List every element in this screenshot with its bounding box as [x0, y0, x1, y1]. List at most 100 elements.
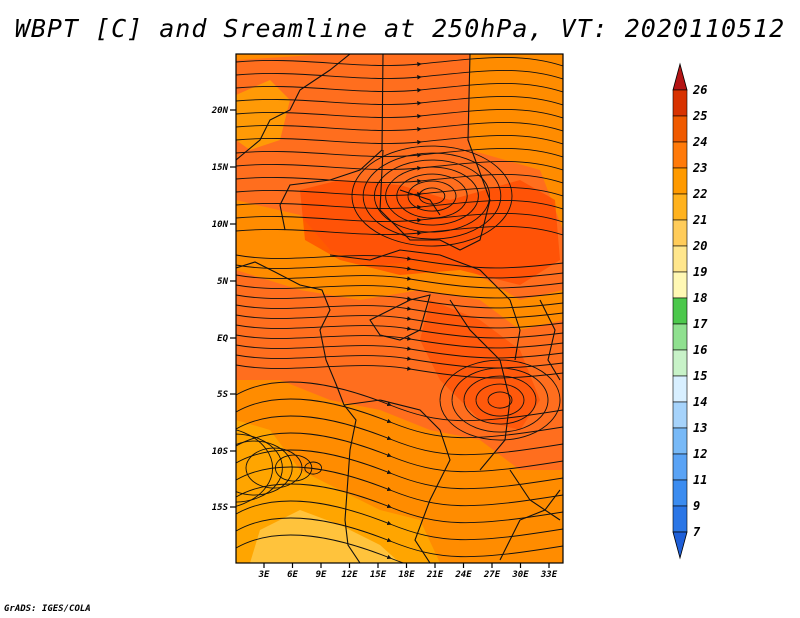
colorbar-label: 13 — [693, 421, 707, 435]
colorbar-label: 14 — [693, 395, 707, 409]
lat-tick-label: 5N — [217, 277, 228, 287]
streamline — [407, 180, 457, 212]
streamline — [236, 225, 563, 236]
lat-tick-label: 15N — [212, 163, 229, 173]
latitude-ticks: 20N 15N 10N 5N EQ 5S 10S 15S — [211, 106, 236, 513]
streamline — [236, 433, 283, 503]
field-band-20 — [250, 510, 400, 563]
colorbar-segment — [672, 427, 688, 455]
lon-tick-label: 30E — [511, 570, 529, 580]
colorbar-label: 11 — [693, 473, 707, 487]
lon-tick-label: 12E — [341, 570, 358, 580]
streamline — [236, 212, 563, 223]
map-frame — [235, 53, 564, 564]
lon-tick-label: 9E — [316, 570, 327, 580]
streamline — [236, 432, 563, 473]
streamline — [236, 324, 563, 339]
streamline — [236, 173, 563, 184]
streamline — [236, 294, 563, 309]
colorbar-label: 23 — [692, 161, 707, 175]
colorbar-segment — [672, 401, 688, 429]
streamline — [236, 108, 563, 119]
colorbar-segment — [672, 167, 688, 195]
colorbar-label: 21 — [692, 213, 707, 227]
streamline — [236, 121, 563, 132]
streamline — [439, 359, 561, 441]
streamline — [487, 391, 513, 409]
lat-tick-label: EQ — [217, 334, 228, 344]
streamline — [236, 274, 563, 289]
streamline — [236, 500, 563, 541]
colorbar-label: 26 — [692, 83, 707, 97]
lat-tick-label: 10S — [212, 447, 229, 457]
colorbar-label: 24 — [692, 135, 707, 149]
country-borders — [236, 54, 561, 563]
colorbar-segment — [672, 297, 688, 325]
colorbar: 26 25 24 23 22 21 20 19 18 17 16 15 14 13 12 11 9 7 — [672, 62, 708, 560]
streamline — [236, 534, 563, 563]
colorbar-segment — [672, 323, 688, 351]
field-band-21b — [236, 80, 290, 150]
streamline — [236, 56, 563, 67]
map-title: WBPT [C] and Sreamline at 250hPa, VT: 20… — [14, 14, 786, 43]
colorbar-label: 17 — [693, 317, 708, 331]
colorbar-segment — [672, 505, 688, 533]
streamline — [236, 304, 563, 319]
colorbar-label: 9 — [693, 499, 700, 513]
streamline — [236, 82, 563, 93]
streamline — [475, 383, 525, 417]
colorbar-segment — [672, 219, 688, 247]
colorbar-label: 15 — [693, 369, 707, 383]
streamline — [236, 429, 274, 507]
colorbar-max-arrow — [672, 62, 688, 91]
lat-tick-label: 20N — [211, 106, 229, 116]
longitude-ticks: 3E 6E 9E 12E 15E 18E 21E 24E 27E 30E 33E — [258, 563, 558, 580]
colorbar-segment — [672, 479, 688, 507]
colorbar-label: 20 — [692, 239, 707, 253]
streamline — [236, 69, 563, 80]
colorbar-segment — [672, 375, 688, 403]
colorbar-segment — [672, 193, 688, 221]
colorbar-segment — [672, 141, 688, 169]
colorbar-label: 22 — [692, 187, 707, 201]
streamline — [451, 367, 549, 433]
streamline — [463, 375, 537, 425]
lon-tick-label: 24E — [454, 570, 472, 580]
streamline — [418, 187, 446, 205]
colorbar-label: 7 — [693, 525, 701, 539]
colorbar-segment — [672, 453, 688, 481]
colorbar-segment — [672, 245, 688, 273]
colorbar-segment — [672, 115, 688, 143]
colorbar-label: 25 — [692, 109, 707, 123]
streamlines — [236, 56, 563, 563]
lon-tick-label: 3E — [258, 570, 270, 580]
streamline — [236, 440, 293, 496]
colorbar-label: 12 — [693, 447, 707, 461]
lon-tick-label: 21E — [426, 570, 444, 580]
streamline — [236, 354, 563, 369]
streamline — [236, 95, 563, 106]
colorbar-segment — [672, 349, 688, 377]
colorbar-label: 19 — [693, 265, 707, 279]
streamline — [396, 173, 468, 219]
streamline — [236, 381, 563, 422]
streamline — [351, 145, 513, 247]
colorbar-label: 16 — [693, 343, 707, 357]
lon-tick-label: 15E — [370, 570, 387, 580]
streamline — [304, 461, 323, 475]
colorbar-segment — [672, 271, 688, 299]
streamline — [236, 134, 563, 145]
colorbar-segment — [672, 89, 688, 117]
lon-tick-label: 18E — [398, 570, 415, 580]
streamline — [236, 398, 563, 439]
streamline — [236, 314, 563, 329]
streamline — [236, 517, 563, 558]
streamline — [236, 147, 563, 158]
streamline — [236, 264, 563, 279]
lat-tick-label: 15S — [212, 503, 229, 513]
streamline — [236, 199, 563, 210]
streamline — [236, 254, 563, 269]
lat-tick-label: 10N — [212, 220, 229, 230]
streamline — [236, 344, 563, 359]
